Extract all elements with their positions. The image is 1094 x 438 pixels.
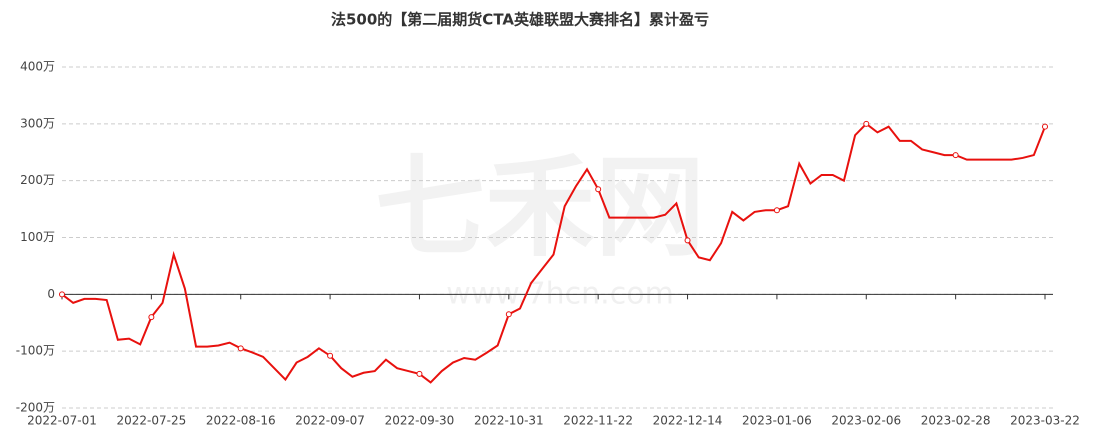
x-tick-label: 2023-03-22 xyxy=(1010,414,1080,428)
x-tick-label: 2022-08-16 xyxy=(206,414,276,428)
chart-title: 法500的【第二届期货CTA英雄联盟大赛排名】累计盈亏 xyxy=(331,11,709,29)
point xyxy=(416,370,423,377)
x-tick-label: 2023-02-28 xyxy=(921,414,991,428)
point xyxy=(952,152,959,159)
point xyxy=(148,314,155,321)
x-tick-label: 2022-11-22 xyxy=(563,414,633,428)
y-tick-label: 400万 xyxy=(20,60,55,74)
point xyxy=(863,120,870,127)
point xyxy=(1042,123,1048,130)
x-tick-label: 2022-10-31 xyxy=(474,414,544,428)
point xyxy=(237,345,244,352)
point xyxy=(59,291,65,298)
point xyxy=(684,237,691,244)
y-tick-label: 200万 xyxy=(20,173,55,187)
point xyxy=(773,207,780,214)
watermark: 七禾网 xyxy=(375,143,705,271)
point xyxy=(505,311,512,318)
x-tick-label: 2022-07-25 xyxy=(116,414,186,428)
y-tick-label: 0 xyxy=(47,287,55,301)
y-tick-label: 300万 xyxy=(20,116,55,130)
x-tick-label: 2023-01-06 xyxy=(742,414,812,428)
y-tick-label: -100万 xyxy=(16,344,55,358)
line xyxy=(61,122,1046,384)
y-tick-label: 100万 xyxy=(20,230,55,244)
x-tick-label: 2022-12-14 xyxy=(653,414,723,428)
point xyxy=(595,186,602,193)
x-tick-label: 2022-07-01 xyxy=(27,414,97,428)
y-tick-label: -200万 xyxy=(16,401,55,415)
x-tick-label: 2022-09-30 xyxy=(385,414,455,428)
x-tick-label: 2023-02-06 xyxy=(831,414,901,428)
x-tick-label: 2022-09-07 xyxy=(295,414,365,428)
point xyxy=(327,352,334,359)
